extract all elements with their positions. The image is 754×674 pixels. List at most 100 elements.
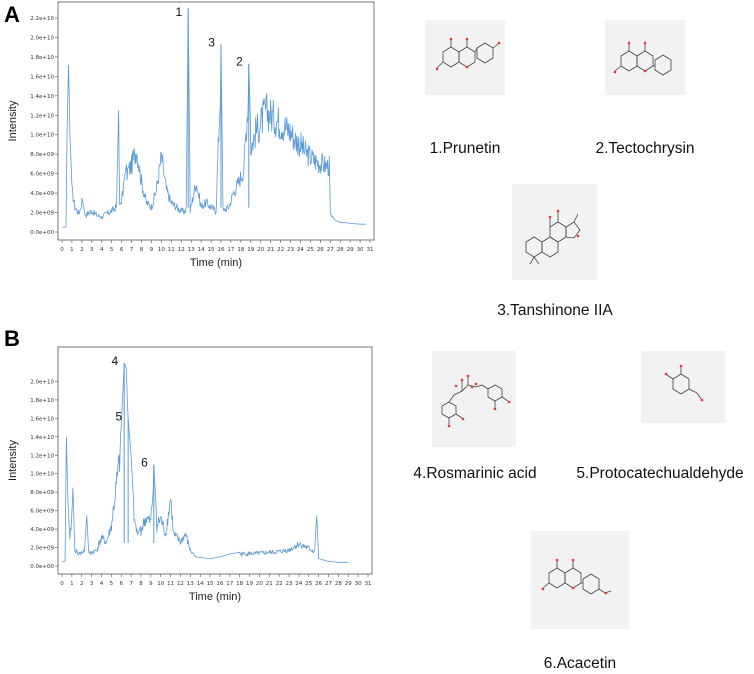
x-tick-label: 1 bbox=[70, 247, 74, 253]
x-tick-label: 9 bbox=[150, 247, 154, 253]
x-tick-label: 16 bbox=[217, 247, 224, 253]
x-tick-label: 19 bbox=[247, 247, 254, 253]
x-tick-label: 7 bbox=[130, 247, 134, 253]
y-tick-label: 1.4e+10 bbox=[30, 435, 54, 441]
x-tick-label: 11 bbox=[167, 581, 174, 587]
x-tick-label: 20 bbox=[257, 247, 264, 253]
x-tick-label: 8 bbox=[139, 581, 143, 587]
y-tick-label: 2.2e+10 bbox=[30, 16, 54, 22]
panel-label-a: A bbox=[4, 2, 20, 27]
compound-label-3: 3.Tanshinone IIA bbox=[497, 302, 613, 319]
acacetin-structure bbox=[531, 531, 629, 629]
peak-6-label: 6 bbox=[141, 456, 148, 470]
chromatogram-b: 0.0e+00 2.0e+09 4.0e+09 6.0e+09 8.0e+09 1.0e+… bbox=[7, 346, 373, 603]
peak-4-label: 4 bbox=[111, 354, 118, 368]
x-tick-label: 10 bbox=[157, 581, 164, 587]
y-tick-label: 2.0e+10 bbox=[30, 379, 54, 385]
x-tick-label: 16 bbox=[216, 581, 223, 587]
compound-label-4: 4.Rosmarinic acid bbox=[413, 465, 537, 482]
y-tick-label: 6.0e+09 bbox=[30, 509, 54, 515]
x-tick-label: 11 bbox=[168, 247, 175, 253]
y-tick-label: 8.0e+09 bbox=[30, 490, 54, 496]
x-tick-label: 26 bbox=[315, 581, 322, 587]
x-tick-label: 22 bbox=[276, 581, 283, 587]
x-tick-label: 22 bbox=[277, 247, 284, 253]
x-tick-label: 25 bbox=[305, 581, 312, 587]
x-tick-label: 0 bbox=[60, 247, 64, 253]
x-tick-label: 14 bbox=[198, 247, 205, 253]
y-tick-label: 6.0e+09 bbox=[30, 172, 54, 178]
chromatogram-trace bbox=[62, 362, 349, 563]
x-tick-label: 27 bbox=[325, 581, 332, 587]
y-tick-label: 2.0e+09 bbox=[30, 546, 54, 552]
x-tick-label: 13 bbox=[187, 581, 194, 587]
x-tick-label: 14 bbox=[197, 581, 204, 587]
x-tick-label: 12 bbox=[178, 247, 185, 253]
y-tick-label: 4.0e+09 bbox=[30, 191, 54, 197]
x-tick-label: 23 bbox=[286, 581, 293, 587]
x-tick-label: 30 bbox=[355, 581, 362, 587]
y-tick-label: 1.6e+10 bbox=[30, 74, 54, 80]
x-tick-label: 18 bbox=[237, 247, 244, 253]
x-tick-label: 20 bbox=[256, 581, 263, 587]
compound-label-2: 2.Tectochrysin bbox=[595, 140, 695, 157]
x-tick-label: 30 bbox=[357, 247, 364, 253]
x-tick-label: 4 bbox=[100, 581, 104, 587]
x-tick-label: 15 bbox=[208, 247, 215, 253]
tanshinone-iia-structure bbox=[512, 184, 597, 280]
plot-frame bbox=[57, 1, 375, 241]
prunetin-structure bbox=[425, 20, 505, 95]
y-tick-label: 0.0e+00 bbox=[30, 564, 54, 570]
x-tick-label: 28 bbox=[335, 581, 342, 587]
y-tick-label: 4.0e+09 bbox=[30, 527, 54, 533]
y-axis-title: Intensity bbox=[7, 100, 19, 141]
x-tick-label: 21 bbox=[266, 581, 273, 587]
x-tick-label: 25 bbox=[307, 247, 314, 253]
x-tick-label: 4 bbox=[100, 247, 104, 253]
x-tick-label: 1 bbox=[70, 581, 74, 587]
y-tick-label: 1.2e+10 bbox=[30, 113, 54, 119]
x-tick-label: 19 bbox=[246, 581, 253, 587]
x-tick-label: 9 bbox=[149, 581, 153, 587]
x-tick-label: 26 bbox=[317, 247, 324, 253]
compound-label-5: 5.Protocatechualdehyde bbox=[576, 465, 744, 482]
x-tick-label: 2 bbox=[80, 581, 84, 587]
x-tick-label: 24 bbox=[297, 247, 304, 253]
compound-label-6: 6.Acacetin bbox=[543, 655, 617, 672]
x-tick-label: 27 bbox=[327, 247, 334, 253]
y-tick-label: 1.0e+10 bbox=[30, 472, 54, 478]
x-tick-label: 21 bbox=[267, 247, 274, 253]
x-tick-label: 3 bbox=[90, 581, 94, 587]
x-tick-label: 5 bbox=[110, 581, 114, 587]
x-tick-label: 13 bbox=[188, 247, 195, 253]
x-tick-label: 17 bbox=[227, 247, 234, 253]
y-tick-label: 1.2e+10 bbox=[30, 453, 54, 459]
x-axis-title: Time (min) bbox=[190, 257, 242, 269]
x-tick-label: 5 bbox=[110, 247, 114, 253]
x-tick-label: 29 bbox=[347, 247, 354, 253]
y-tick-label: 1.0e+10 bbox=[30, 133, 54, 139]
y-tick-label: 2.0e+10 bbox=[30, 35, 54, 41]
rosmarinic-acid-structure bbox=[432, 351, 516, 447]
y-tick-label: 0.0e+00 bbox=[30, 230, 54, 236]
y-tick-label: 2.0e+09 bbox=[30, 211, 54, 217]
x-tick-label: 31 bbox=[365, 581, 372, 587]
peak-5-label: 5 bbox=[115, 409, 122, 423]
x-tick-label: 3 bbox=[90, 247, 94, 253]
x-tick-label: 0 bbox=[60, 581, 64, 587]
peak-1-label: 1 bbox=[175, 5, 182, 19]
x-tick-label: 31 bbox=[367, 247, 374, 253]
x-tick-label: 28 bbox=[337, 247, 344, 253]
chromatogram-trace bbox=[62, 8, 366, 228]
y-tick-label: 1.6e+10 bbox=[30, 416, 54, 422]
peak-2-label: 2 bbox=[236, 55, 243, 69]
y-tick-label: 1.4e+10 bbox=[30, 94, 54, 100]
x-tick-label: 6 bbox=[119, 581, 123, 587]
x-tick-label: 18 bbox=[236, 581, 243, 587]
x-tick-label: 6 bbox=[120, 247, 124, 253]
y-tick-label: 1.8e+10 bbox=[30, 55, 54, 61]
panel-label-b: B bbox=[4, 326, 20, 351]
compound-label-1: 1.Prunetin bbox=[429, 140, 501, 157]
x-tick-label: 23 bbox=[287, 247, 294, 253]
